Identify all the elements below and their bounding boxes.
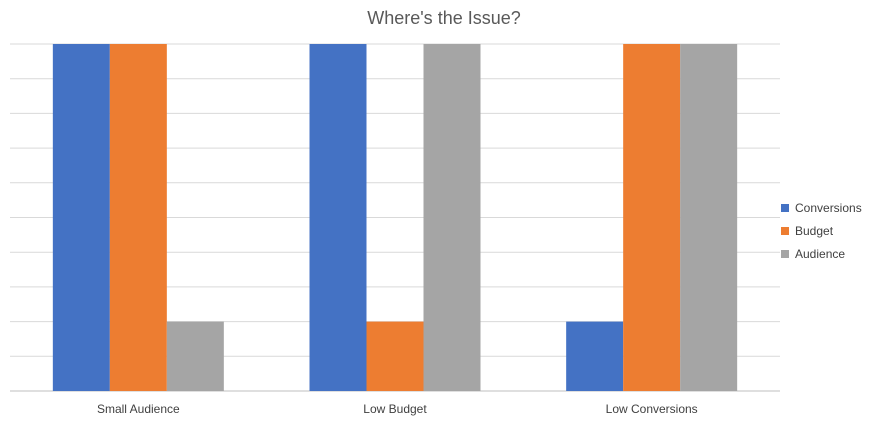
bar-conversions-small-audience [52,44,110,391]
bar-budget-small-audience [109,44,167,391]
bar-conversions-low-conversions [566,321,624,391]
legend-swatch [781,249,789,258]
bar-budget-low-conversions [623,44,681,391]
legend-swatch [781,226,789,235]
legend-item-budget: Budget [781,219,862,242]
bar-audience-small-audience [166,321,224,391]
bar-budget-low-budget [366,321,424,391]
x-tick-label: Low Conversions [606,402,698,416]
legend-label: Audience [795,246,846,261]
bars [52,44,738,391]
x-tick-label: Small Audience [97,402,180,416]
legend-label: Budget [795,223,834,238]
bar-conversions-low-budget [309,44,367,391]
legend-label: Conversions [795,200,862,215]
legend: Conversions Budget Audience [781,196,862,265]
x-tick-label: Low Budget [363,402,427,416]
x-axis-labels: Small Audience Low Budget Low Conversions [97,402,698,416]
legend-swatch [781,203,789,212]
chart-title: Where's the Issue? [367,8,521,28]
bar-audience-low-budget [423,44,481,391]
legend-item-conversions: Conversions [781,196,862,219]
bar-audience-low-conversions [680,44,738,391]
legend-item-audience: Audience [781,242,862,265]
